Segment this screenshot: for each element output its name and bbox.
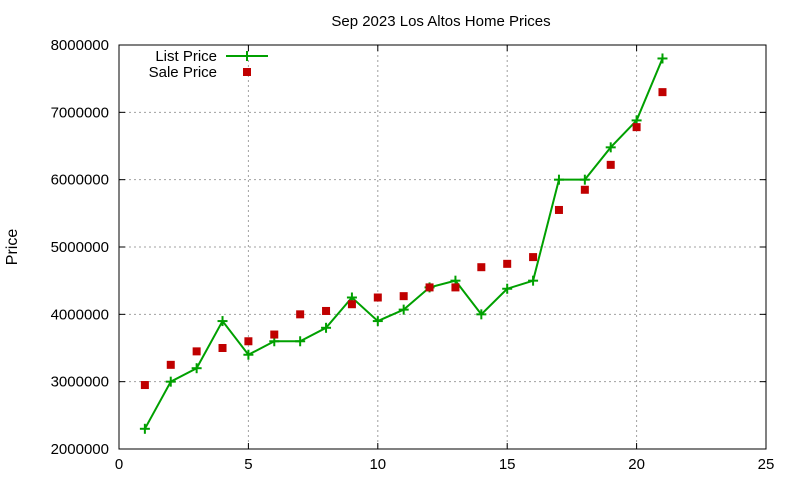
- list-price-point: [502, 283, 513, 294]
- series-1: [140, 88, 667, 390]
- legend-marker-list-price: [242, 51, 252, 61]
- sale-price-point: [347, 300, 356, 309]
- list-price-point: [191, 363, 202, 374]
- y-tick-label: 4000000: [51, 306, 109, 323]
- x-tick-label: 0: [115, 456, 123, 473]
- sale-price-point: [192, 347, 201, 356]
- legend-label-sale-price: Sale Price: [149, 64, 217, 81]
- list-price-point: [528, 275, 539, 286]
- sale-price-point: [218, 344, 227, 352]
- sale-price-point: [166, 360, 175, 369]
- list-price-point: [476, 309, 487, 320]
- y-tick-label: 5000000: [51, 239, 109, 256]
- y-tick-label: 7000000: [51, 104, 109, 121]
- list-price-point: [657, 53, 668, 64]
- sale-price-point: [296, 310, 305, 319]
- sale-price-point: [554, 205, 563, 214]
- sale-price-point: [399, 292, 408, 301]
- sale-price-point: [632, 123, 641, 132]
- chart-title: Sep 2023 Los Altos Home Prices: [331, 13, 550, 30]
- sale-price-point: [503, 259, 512, 268]
- x-tick-label: 25: [758, 456, 775, 473]
- legend: List Price Sale Price: [149, 48, 268, 81]
- x-axis-ticks: 0 5 10 15 20 25: [115, 45, 775, 473]
- sale-price-point: [658, 88, 667, 97]
- x-tick-label: 5: [244, 456, 252, 473]
- x-tick-label: 10: [369, 456, 386, 473]
- sale-price-point: [606, 160, 615, 169]
- sale-price-point: [373, 293, 382, 302]
- sale-price-point: [140, 381, 149, 390]
- sale-price-point: [477, 263, 486, 272]
- sale-price-point: [580, 185, 589, 194]
- list-price-point: [579, 174, 590, 185]
- list-price-point: [398, 304, 409, 315]
- sale-price-point: [322, 306, 331, 315]
- list-price-point: [217, 316, 228, 327]
- x-tick-label: 20: [628, 456, 645, 473]
- list-price-point: [139, 423, 150, 434]
- list-price-point: [605, 142, 616, 153]
- legend-marker-sale-price: [243, 68, 251, 76]
- y-tick-label: 8000000: [51, 37, 109, 54]
- y-axis-ticks: 2000000 3000000 4000000 5000000 6000000 70000…: [51, 37, 766, 458]
- list-price-point: [553, 174, 564, 185]
- y-axis-label: Price: [4, 229, 21, 266]
- grid: [119, 45, 766, 449]
- list-price-point: [165, 376, 176, 387]
- series-layer: [139, 53, 668, 434]
- list-price-point: [321, 322, 332, 333]
- sale-price-point: [270, 330, 279, 339]
- y-tick-label: 6000000: [51, 172, 109, 189]
- sale-price-point: [425, 283, 434, 292]
- plot-frame: [118, 44, 767, 450]
- y-tick-label: 3000000: [51, 374, 109, 391]
- sale-price-point: [244, 337, 253, 346]
- list-price-point: [372, 316, 383, 327]
- sale-price-point: [451, 283, 460, 292]
- list-price-point: [243, 349, 254, 360]
- series-0: [139, 53, 668, 434]
- series-line-list-price: [144, 58, 664, 430]
- legend-label-list-price: List Price: [155, 48, 217, 65]
- list-price-point: [295, 336, 306, 347]
- sale-price-point: [529, 253, 538, 262]
- x-tick-label: 15: [499, 456, 516, 473]
- y-tick-label: 2000000: [51, 441, 109, 458]
